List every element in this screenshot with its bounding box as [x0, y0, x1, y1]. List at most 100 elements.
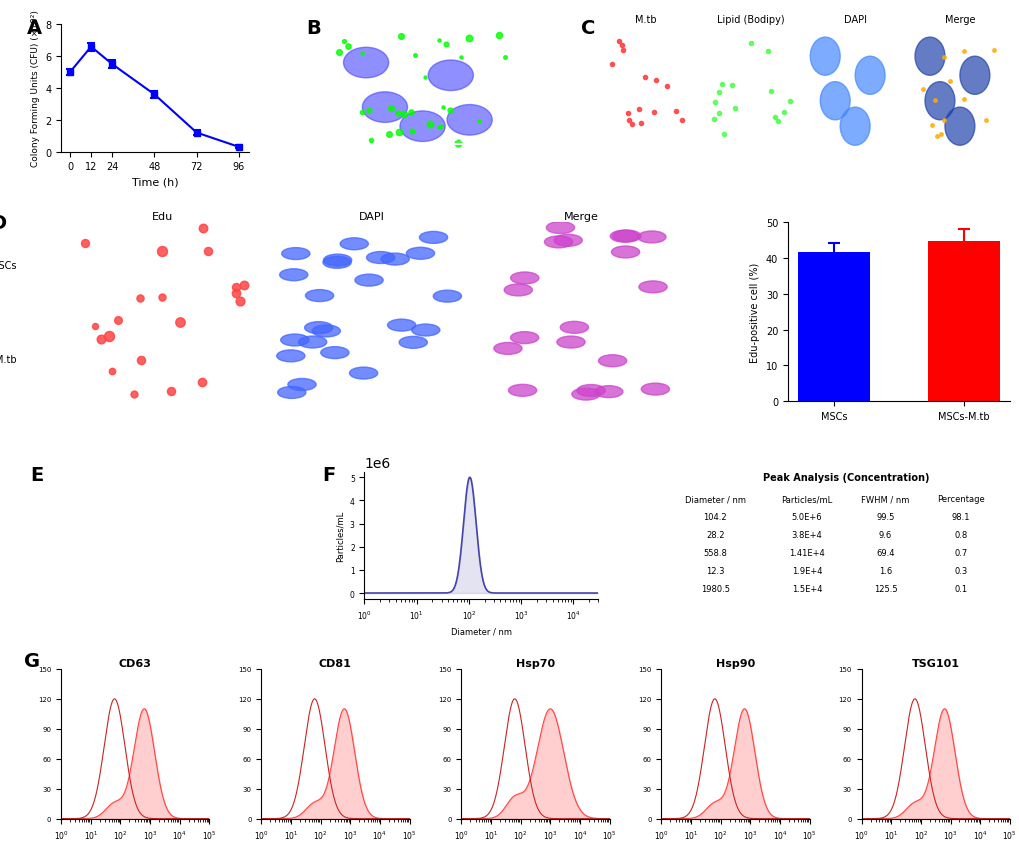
Title: Lipid (Bodipy): Lipid (Bodipy): [716, 14, 784, 24]
Circle shape: [399, 111, 444, 143]
Text: 0.8: 0.8: [953, 530, 966, 539]
Circle shape: [64, 497, 103, 517]
Circle shape: [305, 322, 332, 334]
Text: Particles/mL: Particles/mL: [781, 495, 832, 504]
Circle shape: [544, 236, 572, 249]
Circle shape: [914, 38, 944, 76]
Circle shape: [419, 232, 447, 244]
Text: 0.7: 0.7: [953, 549, 966, 557]
Title: DAPI: DAPI: [359, 212, 384, 222]
Circle shape: [598, 355, 626, 367]
Text: 1.9E+4: 1.9E+4: [791, 566, 821, 575]
Text: 28.2: 28.2: [705, 530, 723, 539]
Circle shape: [638, 282, 666, 294]
Circle shape: [594, 387, 623, 398]
Circle shape: [339, 239, 368, 251]
Circle shape: [366, 252, 394, 264]
Circle shape: [446, 106, 492, 136]
Circle shape: [840, 108, 869, 146]
Text: 558.8: 558.8: [702, 549, 727, 557]
Text: 1.41E+4: 1.41E+4: [789, 549, 824, 557]
Circle shape: [428, 61, 473, 91]
Text: 3.8E+4: 3.8E+4: [791, 530, 821, 539]
Circle shape: [546, 222, 574, 235]
Title: Hsp70: Hsp70: [516, 658, 554, 668]
Circle shape: [91, 496, 113, 507]
Y-axis label: Edu-positive cell (%): Edu-positive cell (%): [750, 262, 759, 362]
X-axis label: Diameter / nm: Diameter / nm: [450, 627, 512, 636]
Title: M.tb: M.tb: [634, 14, 656, 24]
Circle shape: [299, 337, 326, 349]
Circle shape: [93, 540, 112, 549]
Circle shape: [312, 326, 340, 338]
Title: CD81: CD81: [319, 658, 352, 668]
Bar: [927, 242, 999, 402]
Circle shape: [944, 108, 974, 146]
Text: 100 nm: 100 nm: [204, 579, 233, 588]
Circle shape: [181, 548, 222, 568]
Circle shape: [280, 334, 309, 347]
Title: Hsp90: Hsp90: [715, 658, 754, 668]
Circle shape: [809, 38, 840, 76]
Text: Diameter / nm: Diameter / nm: [684, 495, 745, 504]
Circle shape: [924, 83, 954, 121]
Text: 1.6: 1.6: [878, 566, 892, 575]
Circle shape: [343, 48, 388, 78]
Text: Peak Analysis (Concentration): Peak Analysis (Concentration): [762, 472, 928, 482]
Text: 99.5: 99.5: [875, 512, 894, 522]
Circle shape: [281, 248, 310, 260]
Text: 12.3: 12.3: [705, 566, 723, 575]
Circle shape: [287, 379, 316, 391]
Text: Percentage: Percentage: [935, 495, 983, 504]
Circle shape: [323, 257, 351, 269]
Circle shape: [854, 57, 884, 95]
Circle shape: [355, 275, 383, 287]
Circle shape: [641, 384, 668, 396]
Text: 20 μm: 20 μm: [448, 136, 471, 142]
Text: 1980.5: 1980.5: [700, 584, 729, 592]
Y-axis label: Particles/mL: Particles/mL: [335, 510, 344, 561]
Circle shape: [406, 248, 434, 260]
Text: MSCs: MSCs: [0, 260, 16, 270]
Circle shape: [433, 291, 461, 303]
Circle shape: [362, 93, 408, 123]
Circle shape: [387, 320, 416, 332]
Circle shape: [559, 322, 588, 334]
Text: G: G: [24, 652, 40, 670]
X-axis label: Time (h): Time (h): [131, 178, 178, 187]
Circle shape: [305, 290, 333, 302]
Circle shape: [637, 231, 665, 244]
Circle shape: [350, 368, 377, 380]
Circle shape: [152, 477, 183, 493]
Circle shape: [277, 387, 306, 399]
Circle shape: [320, 347, 348, 360]
Text: 1.5E+4: 1.5E+4: [791, 584, 821, 592]
Text: 0.1: 0.1: [953, 584, 966, 592]
Bar: [797, 253, 869, 402]
Text: FWHM / nm: FWHM / nm: [860, 495, 909, 504]
Circle shape: [503, 284, 532, 296]
Text: 69.4: 69.4: [875, 549, 894, 557]
Circle shape: [508, 385, 536, 397]
Circle shape: [323, 255, 352, 267]
Circle shape: [72, 495, 105, 511]
Circle shape: [142, 525, 185, 547]
Text: E: E: [31, 466, 44, 484]
Title: Edu: Edu: [151, 212, 172, 222]
Circle shape: [553, 235, 582, 247]
Circle shape: [556, 337, 585, 349]
Circle shape: [577, 385, 604, 397]
Circle shape: [610, 246, 639, 258]
Circle shape: [511, 333, 538, 344]
Circle shape: [123, 572, 169, 595]
Text: 104.2: 104.2: [703, 512, 727, 522]
Y-axis label: Colony Forming Units (CFU) (×10²): Colony Forming Units (CFU) (×10²): [31, 10, 40, 167]
Circle shape: [207, 527, 248, 547]
Text: 125.5: 125.5: [872, 584, 897, 592]
Circle shape: [91, 560, 106, 568]
Circle shape: [274, 527, 291, 535]
Circle shape: [612, 230, 640, 243]
Text: D: D: [0, 214, 7, 233]
Circle shape: [381, 254, 409, 266]
Text: 0.3: 0.3: [953, 566, 966, 575]
